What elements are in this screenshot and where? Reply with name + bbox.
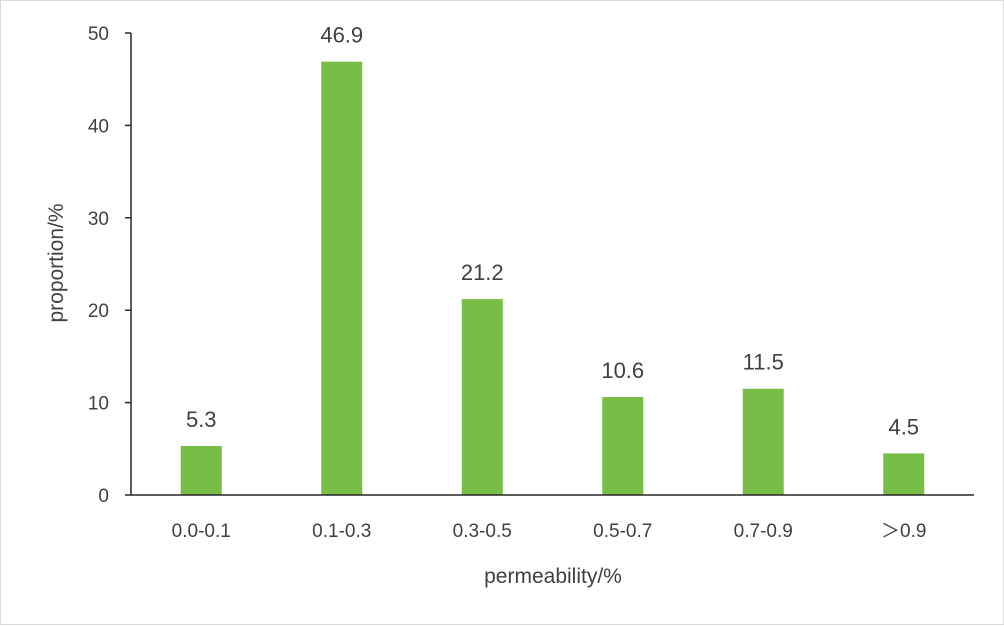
x-tick-label: 0.0-0.1 — [172, 521, 231, 542]
data-label: 46.9 — [320, 23, 363, 48]
bar — [461, 299, 503, 495]
y-tick-label: 50 — [88, 24, 109, 45]
x-tick-label: 0.5-0.7 — [593, 521, 652, 542]
x-tick-label: ＞0.9 — [881, 521, 926, 542]
data-label: 21.2 — [461, 260, 504, 285]
bar — [742, 388, 784, 495]
y-tick-label: 40 — [88, 116, 109, 137]
bar — [321, 61, 363, 495]
bar-series — [180, 61, 925, 495]
y-tick-label: 30 — [88, 209, 109, 230]
data-labels: 5.3 46.9 21.2 10.6 11.5 4.5 — [186, 23, 919, 440]
x-tick-label: 0.7-0.9 — [734, 521, 793, 542]
y-axis-title: proportion/% — [45, 203, 68, 322]
data-label: 10.6 — [601, 358, 644, 383]
bar — [602, 397, 644, 495]
data-label: 11.5 — [743, 350, 784, 375]
x-tick-label: 0.1-0.3 — [312, 521, 371, 542]
data-label: 4.5 — [888, 414, 919, 439]
y-tick-label: 10 — [88, 394, 109, 415]
bar — [180, 446, 222, 495]
x-axis-tick-labels: 0.0-0.1 0.1-0.3 0.3-0.5 0.5-0.7 0.7-0.9 ＞0.9 — [172, 521, 927, 542]
bar — [883, 453, 925, 495]
y-tick-label: 20 — [88, 301, 109, 322]
data-label: 5.3 — [186, 407, 217, 432]
y-tick-label: 0 — [98, 486, 109, 507]
y-axis-ticks: 0 10 20 30 40 50 — [88, 24, 131, 507]
x-tick-label: 0.3-0.5 — [453, 521, 512, 542]
x-axis-title: permeability/% — [484, 565, 622, 588]
